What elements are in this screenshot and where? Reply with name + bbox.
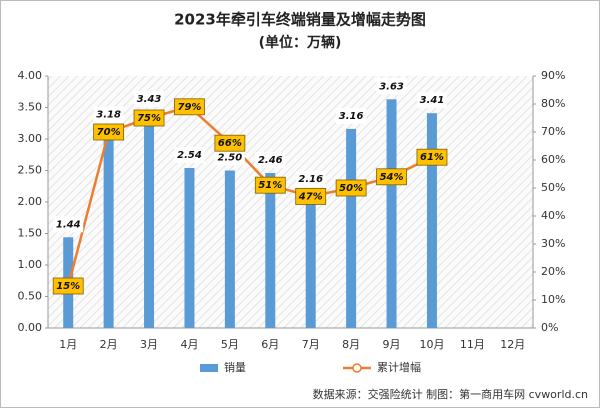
plot-area bbox=[48, 76, 533, 328]
line-label-box bbox=[416, 148, 448, 166]
bar-label: 3.16 bbox=[339, 111, 364, 122]
line bbox=[66, 105, 433, 287]
line-label-box bbox=[52, 277, 84, 295]
chart-title: 2023年牵引车终端销量及增幅走势图 bbox=[174, 11, 426, 29]
line-label-box bbox=[93, 123, 125, 141]
bar bbox=[224, 170, 235, 328]
bar-label-box bbox=[53, 216, 84, 233]
x-tick-label: 2月 bbox=[100, 338, 118, 351]
y2-tick-label: 20% bbox=[541, 265, 565, 278]
y-tick-label: 1.50 bbox=[18, 227, 43, 240]
x-tick-label: 1月 bbox=[59, 338, 77, 351]
bar bbox=[184, 167, 195, 328]
bar bbox=[144, 111, 155, 328]
x-tick-label: 3月 bbox=[140, 338, 158, 351]
legend-label: 销量 bbox=[224, 360, 246, 374]
x-tick-label: 7月 bbox=[302, 338, 320, 351]
bar-label: 2.16 bbox=[298, 174, 323, 185]
x-tick-label: 4月 bbox=[180, 338, 198, 351]
y2-tick-label: 70% bbox=[541, 125, 565, 138]
y2-tick-label: 40% bbox=[541, 209, 565, 222]
bar-label-box bbox=[295, 170, 326, 187]
source: 数据来源：交强险统计 制图：第一商用车网 cvworld.cn bbox=[313, 387, 588, 401]
line-label: 75% bbox=[137, 113, 161, 124]
y-tick-label: 4.00 bbox=[18, 69, 43, 82]
bar-label-box bbox=[134, 90, 165, 107]
y-tick-label: 2.50 bbox=[18, 164, 43, 177]
x-tick-label: 6月 bbox=[261, 338, 279, 351]
bar-label: 2.50 bbox=[218, 153, 243, 164]
chart-subtitle: (单位：万辆) bbox=[259, 34, 342, 51]
y-tick-label: 0.50 bbox=[18, 290, 43, 303]
line-label: 61% bbox=[420, 152, 444, 163]
bar bbox=[265, 173, 276, 328]
line-label-box bbox=[295, 187, 327, 205]
bar bbox=[346, 128, 357, 328]
bar-label: 2.54 bbox=[177, 150, 202, 161]
y2-tick-label: 60% bbox=[541, 153, 565, 166]
y2-tick-label: 10% bbox=[541, 293, 565, 306]
bar-label: 3.43 bbox=[137, 94, 162, 105]
line-label-box bbox=[133, 109, 165, 127]
bar-label-box bbox=[416, 92, 447, 109]
y-tick-label: 3.50 bbox=[18, 101, 43, 114]
line-label-box bbox=[376, 168, 407, 186]
y2-tick-label: 50% bbox=[541, 181, 565, 194]
bar-label: 1.44 bbox=[56, 219, 81, 230]
bar-label-box bbox=[93, 106, 124, 123]
y2-tick-label: 0% bbox=[541, 321, 558, 334]
y-tick-label: 3.00 bbox=[18, 132, 43, 145]
bar-label-box bbox=[255, 152, 286, 169]
line-label-box bbox=[174, 98, 205, 116]
bar-label: 3.63 bbox=[379, 81, 404, 92]
x-tick-label: 8月 bbox=[342, 338, 360, 351]
x-tick-label: 10月 bbox=[419, 338, 444, 351]
bar bbox=[386, 99, 397, 328]
x-tick-label: 9月 bbox=[383, 338, 401, 351]
bar bbox=[305, 191, 316, 328]
y2-tick-label: 30% bbox=[541, 237, 565, 250]
x-tick-label: 5月 bbox=[221, 338, 239, 351]
y-tick-label: 2.00 bbox=[18, 195, 43, 208]
line-label: 66% bbox=[218, 138, 242, 149]
x-tick-label: 11月 bbox=[460, 338, 485, 351]
bar-label-box bbox=[214, 149, 245, 166]
y2-tick-label: 90% bbox=[541, 69, 565, 82]
y2-tick-label: 80% bbox=[541, 97, 565, 110]
line-label: 51% bbox=[258, 180, 282, 191]
bar-label-box bbox=[174, 146, 205, 163]
line-label: 54% bbox=[380, 172, 404, 183]
line-label: 70% bbox=[97, 127, 121, 138]
line-label-box bbox=[214, 134, 246, 152]
line-label: 15% bbox=[56, 281, 80, 292]
line-label: 47% bbox=[298, 191, 323, 202]
line-label-box bbox=[335, 179, 367, 197]
bar-label: 3.18 bbox=[96, 110, 121, 121]
line-label-box bbox=[254, 176, 286, 194]
line-label: 79% bbox=[177, 102, 201, 113]
bar bbox=[103, 127, 114, 328]
y-tick-label: 1.00 bbox=[18, 258, 43, 271]
legend-label: 累计增幅 bbox=[377, 360, 421, 374]
legend-swatch bbox=[200, 364, 218, 372]
line-label: 50% bbox=[339, 183, 363, 194]
bar-label-box bbox=[376, 78, 407, 95]
bar bbox=[426, 113, 437, 328]
y-tick-label: 0.00 bbox=[18, 321, 43, 334]
bar-label: 2.46 bbox=[258, 155, 283, 166]
legend-swatch bbox=[352, 363, 362, 373]
bar-label-box bbox=[336, 107, 367, 124]
bar-label: 3.41 bbox=[420, 95, 445, 106]
x-tick-label: 12月 bbox=[500, 338, 525, 351]
